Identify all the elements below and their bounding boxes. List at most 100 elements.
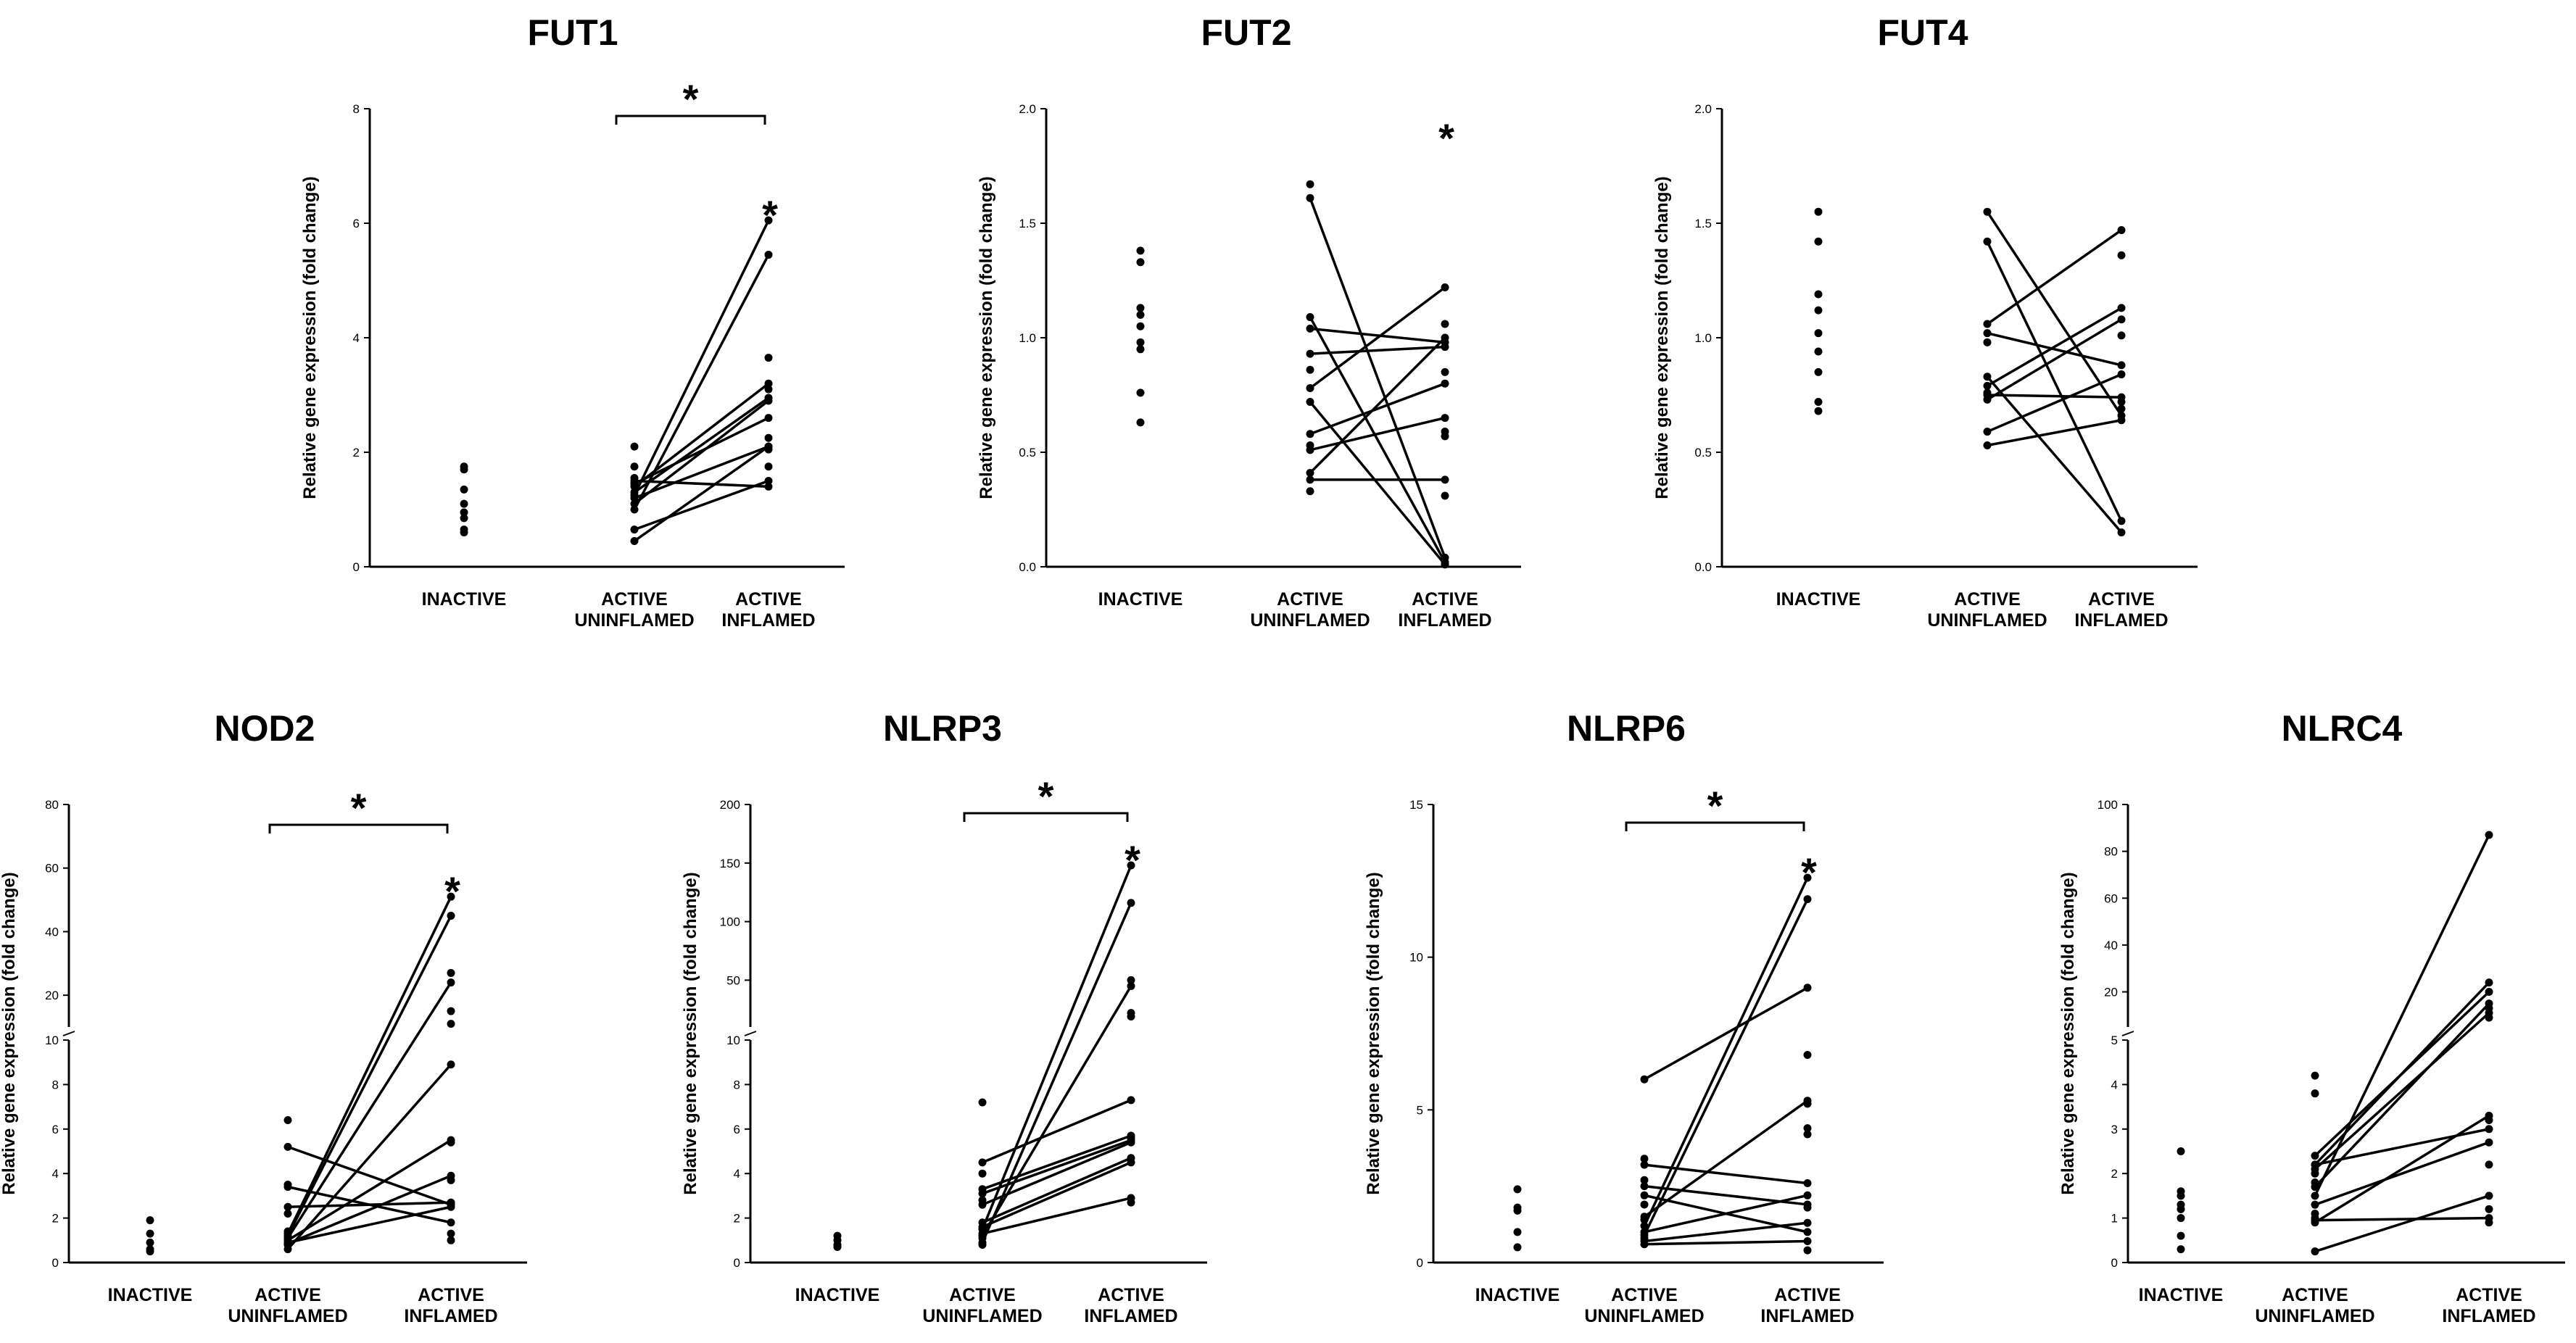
pair-line xyxy=(1309,197,1446,558)
data-point xyxy=(1640,1228,1649,1236)
pair-line xyxy=(1644,1239,1808,1246)
data-point xyxy=(1441,379,1449,388)
data-point xyxy=(764,477,773,485)
pair-line xyxy=(1987,419,2122,447)
pair-line xyxy=(286,896,452,1234)
data-point xyxy=(460,514,468,523)
data-point xyxy=(1983,320,1992,328)
data-point xyxy=(1640,1215,1649,1224)
y-tick-label: 0.0 xyxy=(1694,560,1712,574)
data-point xyxy=(1136,304,1145,312)
data-point xyxy=(2311,1247,2319,1256)
y-axis-label: Relative gene expression (fold change) xyxy=(977,176,996,499)
data-point xyxy=(1136,258,1145,267)
pair-line xyxy=(1309,336,1446,474)
data-point xyxy=(764,445,773,454)
pair-line xyxy=(634,479,769,531)
data-point xyxy=(1640,1160,1649,1169)
panel-nod2: NOD2 Relative gene expression (fold chang… xyxy=(0,708,527,1326)
pair-line xyxy=(982,1141,1132,1206)
x-category-line: ACTIVE xyxy=(1412,589,1478,610)
pair-line xyxy=(981,865,1132,1230)
x-category-line: INFLAMED xyxy=(721,610,815,631)
x-category-label: INACTIVE xyxy=(108,1285,193,1305)
data-point xyxy=(2485,978,2493,987)
y-tick-label: 4 xyxy=(52,1167,59,1181)
x-category-line: INFLAMED xyxy=(2074,610,2168,631)
data-point xyxy=(283,1181,292,1189)
y-axis-label: Relative gene expression (fold change) xyxy=(1652,176,1672,499)
data-point xyxy=(1640,1221,1649,1230)
data-point xyxy=(2485,988,2493,997)
x-category-label: ACTIVE UNINFLAMED xyxy=(2255,1285,2374,1326)
pair-line xyxy=(1644,1163,1808,1185)
pair-line xyxy=(981,985,1132,1237)
data-point xyxy=(283,1209,292,1218)
data-point xyxy=(1127,981,1135,990)
y-tick-label: 5 xyxy=(1417,1103,1423,1117)
pair-line xyxy=(2314,1114,2490,1224)
data-point xyxy=(460,465,468,474)
x-category-label: ACTIVE UNINFLAMED xyxy=(1927,589,2047,631)
pair-line xyxy=(1644,986,1808,1081)
significance-bracket xyxy=(615,115,766,125)
data-point xyxy=(978,1098,987,1107)
data-point xyxy=(447,968,455,977)
pair-line xyxy=(2314,1194,2490,1253)
data-point xyxy=(1441,491,1449,500)
y-tick-label: 80 xyxy=(45,798,59,812)
data-point xyxy=(1441,320,1449,328)
pair-line xyxy=(286,981,452,1239)
y-tick-label: 0 xyxy=(52,1256,59,1270)
data-point xyxy=(1803,1050,1812,1059)
data-point xyxy=(447,1060,455,1069)
data-point xyxy=(764,250,773,259)
y-tick-label: 1 xyxy=(2111,1212,2118,1226)
chart-title: FUT4 xyxy=(1878,12,1968,53)
pair-line xyxy=(633,399,770,505)
data-point xyxy=(2311,1192,2319,1200)
data-point xyxy=(146,1229,154,1238)
data-point xyxy=(2485,1116,2493,1125)
data-point xyxy=(1983,428,1992,436)
y-tick-label: 60 xyxy=(45,862,59,876)
y-tick-label: 0.0 xyxy=(1019,560,1036,574)
y-tick-label: 0 xyxy=(734,1256,740,1270)
group-star: * xyxy=(1801,849,1817,895)
data-point xyxy=(1127,1198,1135,1207)
data-point xyxy=(764,379,773,388)
data-point xyxy=(1513,1185,1522,1194)
pair-line xyxy=(1309,345,1446,355)
data-point xyxy=(447,1236,455,1244)
x-category-label: ACTIVE INFLAMED xyxy=(2074,589,2168,631)
data-point xyxy=(978,1196,987,1205)
y-tick-label: 1.0 xyxy=(1019,331,1036,345)
data-point xyxy=(1803,1178,1812,1187)
pair-line xyxy=(1309,316,1446,563)
x-category-label: INACTIVE xyxy=(1098,589,1183,610)
y-tick-label: 0 xyxy=(1417,1256,1423,1270)
data-point xyxy=(1803,1203,1812,1212)
data-point xyxy=(1136,322,1145,330)
x-category-label: ACTIVE UNINFLAMED xyxy=(1584,1285,1704,1326)
x-category-line: ACTIVE xyxy=(601,589,668,610)
pair-line xyxy=(287,1201,452,1208)
data-point xyxy=(1814,397,1823,406)
data-point xyxy=(2177,1214,2185,1223)
data-point xyxy=(1983,441,1992,450)
data-point xyxy=(1803,1099,1812,1108)
data-point xyxy=(1814,329,1823,338)
data-point xyxy=(630,488,639,496)
data-point xyxy=(1513,1206,1522,1215)
data-point xyxy=(146,1247,154,1256)
y-tick-label: 10 xyxy=(726,1034,740,1047)
data-point xyxy=(630,442,639,451)
x-category-line: INACTIVE xyxy=(422,589,507,610)
y-tick-label: 2 xyxy=(2111,1167,2118,1181)
data-point xyxy=(1640,1240,1649,1249)
pair-line xyxy=(1987,331,2122,367)
chart-title: NLRC4 xyxy=(2282,708,2403,749)
pair-line xyxy=(982,1157,1132,1224)
data-point xyxy=(447,978,455,987)
